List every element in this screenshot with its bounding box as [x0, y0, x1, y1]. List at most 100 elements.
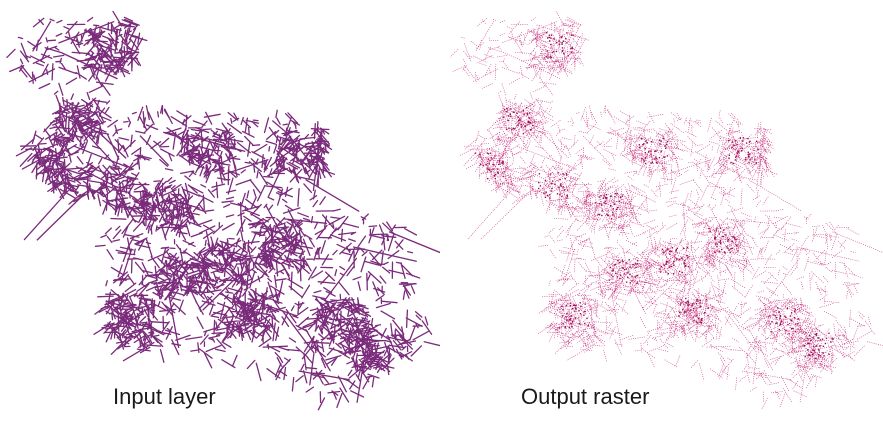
- road-segment: [230, 117, 233, 124]
- raster-cells: [537, 100, 550, 103]
- raster-cells: [568, 309, 573, 324]
- road-segment: [104, 320, 112, 329]
- raster-cells: [535, 31, 548, 41]
- raster-cells: [702, 235, 714, 249]
- raster-cells: [781, 232, 797, 235]
- raster-cells: [779, 244, 794, 251]
- road-segment: [276, 218, 283, 225]
- raster-cells: [583, 322, 590, 324]
- road-segment: [50, 118, 62, 124]
- raster-cells: [683, 230, 687, 242]
- raster-cells: [703, 255, 714, 262]
- raster-cells: [667, 263, 669, 277]
- raster-cells: [741, 323, 759, 330]
- raster-cells: [739, 346, 751, 358]
- raster-cells: [501, 83, 507, 96]
- raster-cells: [752, 154, 761, 168]
- raster-cells: [683, 263, 688, 276]
- raster-cells: [743, 249, 747, 259]
- road-segment: [145, 124, 159, 131]
- road-segment: [188, 286, 198, 304]
- raster-cells: [800, 297, 803, 315]
- road-segment: [205, 261, 214, 270]
- raster-cells: [740, 157, 747, 168]
- raster-cells: [783, 328, 794, 333]
- raster-cells: [611, 262, 628, 270]
- raster-cells: [528, 54, 536, 66]
- raster-cells: [638, 127, 652, 133]
- road-segment: [267, 277, 273, 283]
- road-segment: [375, 302, 391, 309]
- road-segment: [253, 330, 263, 337]
- raster-cells: [538, 64, 544, 80]
- raster-cells: [827, 342, 833, 358]
- road-segment: [168, 281, 178, 298]
- raster-cells: [691, 291, 700, 303]
- raster-cells: [814, 318, 816, 326]
- road-segment: [238, 327, 245, 338]
- raster-cells: [553, 167, 562, 176]
- raster-cells: [570, 203, 579, 218]
- raster-cells: [632, 145, 638, 157]
- raster-cells: [670, 238, 672, 248]
- road-segment: [117, 138, 120, 151]
- road-segment: [164, 131, 177, 136]
- raster-cells: [650, 296, 657, 303]
- raster-cells: [641, 194, 657, 203]
- road-segment: [300, 158, 306, 174]
- raster-cells: [499, 20, 506, 23]
- raster-cells: [589, 218, 595, 230]
- road-segment: [124, 310, 127, 318]
- raster-cells: [707, 247, 713, 263]
- road-segment: [237, 324, 253, 333]
- road-segment: [114, 50, 131, 54]
- road-segment: [205, 170, 212, 184]
- road-segment: [145, 105, 150, 121]
- raster-cells: [599, 178, 607, 191]
- road-segment: [67, 179, 76, 183]
- road-segment: [321, 313, 327, 319]
- road-segment: [196, 159, 210, 170]
- road-segment: [260, 250, 281, 254]
- road-segment: [140, 321, 148, 324]
- raster-cells: [479, 161, 484, 166]
- road-segment: [241, 130, 255, 138]
- raster-cells: [591, 218, 597, 221]
- road-segment: [130, 134, 133, 147]
- road-segment: [147, 279, 159, 284]
- road-segment: [6, 48, 16, 59]
- road-segment: [286, 243, 294, 247]
- road-segment: [160, 247, 167, 264]
- raster-cells: [511, 180, 521, 196]
- raster-cells: [729, 224, 737, 235]
- raster-cells: [704, 243, 711, 253]
- road-segment: [222, 331, 230, 342]
- road-segment: [40, 46, 49, 61]
- raster-cells: [727, 130, 730, 136]
- raster-cells: [561, 252, 578, 255]
- raster-cells: [756, 190, 759, 199]
- road-segment: [339, 327, 351, 334]
- raster-cells: [507, 137, 517, 142]
- raster-cells: [698, 158, 702, 164]
- raster-cells: [558, 200, 563, 209]
- raster-cells: [530, 115, 537, 125]
- road-segment: [414, 311, 423, 318]
- raster-cells: [725, 199, 730, 203]
- road-segment: [175, 208, 182, 219]
- road-segment: [371, 249, 383, 261]
- raster-cells: [734, 168, 739, 173]
- raster-cells: [703, 227, 721, 234]
- road-segment: [248, 222, 263, 226]
- raster-cells: [791, 310, 801, 317]
- raster-cells: [738, 265, 742, 272]
- raster-cells: [566, 121, 572, 123]
- raster-cells: [834, 334, 846, 347]
- input-layer-panel: Input layer: [0, 0, 440, 426]
- road-segment: [388, 231, 440, 254]
- raster-cells: [685, 289, 691, 297]
- raster-cells: [769, 357, 780, 365]
- road-segment: [269, 324, 280, 337]
- raster-cells: [756, 370, 766, 380]
- road-segment: [119, 66, 130, 72]
